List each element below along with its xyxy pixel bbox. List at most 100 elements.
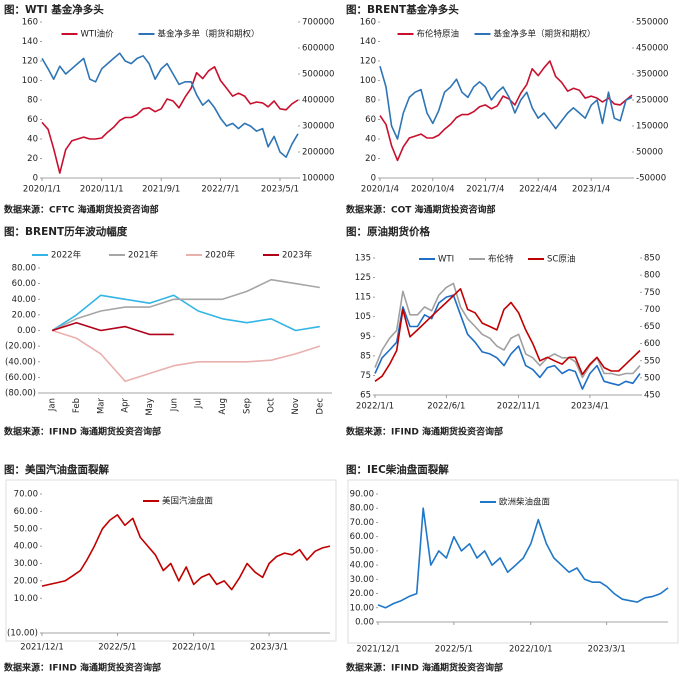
- source-note: 数据来源：CFTC 海通期货投资咨询部: [4, 204, 159, 216]
- plot-frame: [5, 479, 337, 642]
- y-tick-label: 75: [360, 371, 371, 381]
- y-tick-label: 100: [360, 76, 376, 86]
- x-tick-label: Oct: [267, 397, 277, 412]
- series-line: [379, 65, 633, 140]
- x-tick-label: 2022/10/1: [172, 643, 216, 653]
- y2-tick-label: 700: [644, 305, 660, 315]
- y-tick-label: (10.00): [7, 629, 38, 639]
- x-tick-label: 2022/11/1: [497, 402, 541, 412]
- series-line: [379, 60, 633, 162]
- y2-tick-label: 700000: [302, 18, 334, 28]
- legend-label: 2020年: [205, 250, 236, 261]
- y-tick-label: 80: [27, 96, 38, 106]
- y-tick-label: 60: [365, 115, 376, 125]
- source-note: 数据来源：IFIND 海通期货投资咨询部: [4, 662, 161, 674]
- series-line: [51, 321, 174, 336]
- y-tick-label: 100: [22, 76, 38, 86]
- y2-tick-label: 550: [644, 356, 660, 366]
- x-tick-label: Dec: [315, 398, 325, 415]
- x-tick-label: 2022/7/1: [201, 185, 239, 195]
- y-tick-label: 0: [33, 174, 38, 184]
- source-note: 数据来源：COT 海通期货投资咨询部: [346, 204, 496, 216]
- y-tick-label: 90.00: [350, 490, 374, 500]
- y-tick-label: 160: [22, 18, 38, 28]
- y-tick-label: 60.00: [12, 279, 36, 289]
- x-tick-label: 2023/5/1: [261, 185, 299, 195]
- x-tick-label: Feb: [72, 398, 82, 413]
- legend-label: 美国汽油盘面: [162, 496, 214, 507]
- y2-tick-label: 800: [644, 271, 660, 281]
- y-tick-label: 30.00: [350, 575, 374, 585]
- y-tick-label: 80: [365, 96, 376, 106]
- y2-tick-label: 600000: [302, 44, 334, 54]
- x-tick-label: 2021/12/1: [356, 645, 400, 655]
- x-tick-label: 2022/10/1: [509, 645, 553, 655]
- y2-tick-label: 650: [644, 322, 660, 332]
- y-tick-label: 0.00: [17, 326, 36, 336]
- series-line: [41, 52, 299, 158]
- y-tick-label: 40: [365, 135, 376, 145]
- y-tick-label: 80.00: [12, 264, 36, 274]
- x-tick-label: Jul: [194, 398, 204, 409]
- y-tick-label: 120: [22, 57, 38, 67]
- x-tick-label: Sep: [242, 398, 252, 414]
- x-tick-label: 2020/1/4: [361, 185, 399, 195]
- x-tick-label: 2021/12/1: [20, 643, 64, 653]
- y-tick-label: 65: [360, 391, 371, 401]
- y-tick-label: 60.00: [14, 507, 38, 517]
- y-tick-label: (40.00): [5, 357, 36, 367]
- y-tick-label: 80.00: [350, 504, 374, 514]
- y-tick-label: 20: [27, 154, 38, 164]
- x-tick-label: Jan: [48, 398, 58, 412]
- legend-label: 基金净多单（期货和期权）: [494, 29, 596, 40]
- y-tick-label: 40: [27, 135, 38, 145]
- legend-label: 2023年: [282, 250, 313, 261]
- series-line: [51, 329, 321, 383]
- chart-title: 图：IEC柴油盘面裂解: [346, 463, 449, 476]
- legend-label: 2021年: [128, 250, 159, 261]
- x-tick-label: 2021/7/4: [466, 185, 504, 195]
- y2-tick-label: 50000: [636, 148, 663, 158]
- chart-title: 图：美国汽油盘面裂解: [4, 463, 109, 476]
- y-tick-label: 0.00: [355, 618, 374, 628]
- x-tick-label: 2022/1/1: [356, 402, 394, 412]
- y-tick-label: 40.00: [12, 295, 36, 305]
- y-tick-label: 30.00: [14, 559, 38, 569]
- y-tick-label: 20.00: [14, 576, 38, 586]
- legend-label: WTI油价: [81, 29, 115, 40]
- y-tick-label: 10.00: [14, 594, 38, 604]
- y-tick-label: 0: [371, 174, 376, 184]
- y-tick-label: 40.00: [350, 561, 374, 571]
- y-tick-label: 20.00: [12, 310, 36, 320]
- legend-label: WTI: [438, 255, 454, 265]
- y2-tick-label: 200000: [302, 148, 334, 158]
- y-tick-label: 140: [22, 37, 38, 47]
- x-tick-label: 2020/11/1: [80, 185, 124, 195]
- y2-tick-label: 250000: [636, 96, 668, 106]
- y2-tick-label: 850: [644, 254, 660, 264]
- x-tick-label: Jun: [169, 398, 179, 412]
- x-tick-label: 2023/1/4: [572, 185, 610, 195]
- y2-tick-label: 400000: [302, 96, 334, 106]
- y-tick-label: 140: [360, 37, 376, 47]
- y2-tick-label: -50000: [636, 174, 666, 184]
- series-line: [41, 514, 331, 591]
- plot-frame: [347, 479, 679, 644]
- chart-title: 图：BRENT历年波动幅度: [4, 225, 128, 238]
- y2-tick-label: 550000: [636, 18, 668, 28]
- x-tick-label: May: [145, 398, 155, 416]
- source-note: 数据来源：IFIND 海通期货投资咨询部: [4, 426, 161, 438]
- y2-tick-label: 750: [644, 288, 660, 298]
- legend-label: 欧洲柴油盘面: [499, 497, 551, 508]
- x-tick-label: 2023/4/1: [571, 402, 609, 412]
- y-tick-label: 120: [360, 57, 376, 67]
- legend-label: 基金净多单（期货和期权）: [158, 29, 260, 40]
- series-line: [51, 294, 320, 332]
- x-tick-label: Nov: [291, 398, 301, 415]
- series-line: [374, 288, 641, 382]
- y-tick-label: 60.00: [350, 532, 374, 542]
- y-tick-label: 125: [355, 273, 371, 283]
- y2-tick-label: 600: [644, 339, 660, 349]
- y-tick-label: 20: [365, 154, 376, 164]
